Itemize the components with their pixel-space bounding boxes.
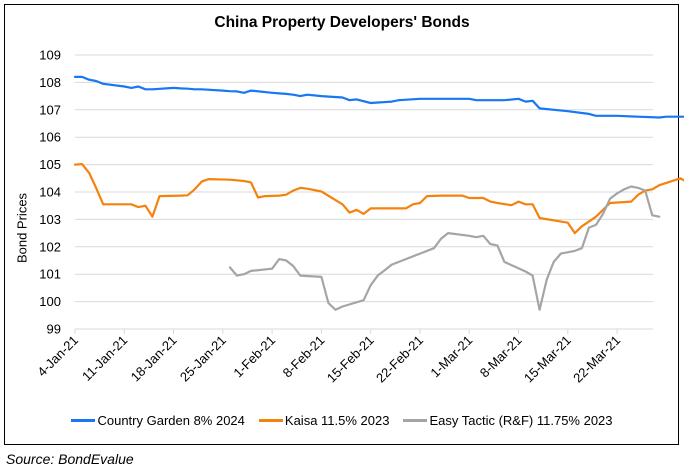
y-tick-label: 107 (39, 102, 61, 117)
legend-item-country-garden: Country Garden 8% 2024 (71, 413, 245, 428)
x-tick-label: 22-Mar-21 (570, 333, 623, 386)
y-tick-labels: 99 100 101 102 103 104 105 106 107 108 109 (39, 48, 61, 337)
x-tick-label: 18-Jan-21 (128, 333, 180, 385)
x-tick-label: 4-Jan-21 (34, 333, 81, 380)
x-tick-label: 11-Jan-21 (79, 333, 130, 384)
legend-label: Country Garden 8% 2024 (97, 413, 245, 428)
x-tick-label: 1-Feb-21 (230, 333, 278, 381)
x-tick-label: 25-Jan-21 (177, 333, 229, 385)
legend-swatch-kaisa (258, 419, 283, 422)
y-tick-label: 105 (39, 157, 61, 172)
x-tick-label: 1-Mar-21 (427, 333, 475, 381)
legend-item-kaisa: Kaisa 11.5% 2023 (258, 413, 390, 428)
chart-title: China Property Developers' Bonds (214, 14, 470, 31)
series-line-0 (73, 75, 684, 119)
chart-frame (4, 4, 679, 445)
y-tick-label: 106 (39, 130, 61, 145)
legend-item-easy-tactic: Easy Tactic (R&F) 11.75% 2023 (403, 413, 613, 428)
series-lines (73, 75, 684, 311)
x-tick-label: 15-Feb-21 (324, 333, 377, 386)
series-line-2 (228, 185, 661, 311)
y-tick-label: 103 (39, 212, 61, 227)
y-tick-label: 109 (39, 48, 61, 63)
y-tick-label: 100 (39, 294, 61, 309)
y-tick-label: 104 (39, 185, 61, 200)
source-note: Source: BondEvalue (6, 451, 134, 467)
y-tick-label: 108 (39, 75, 61, 90)
x-tick-label: 22-Feb-21 (373, 333, 426, 386)
x-tick-label: 15-Mar-21 (521, 333, 574, 386)
x-tick-label: 8-Mar-21 (477, 333, 525, 381)
series-line-1 (73, 163, 684, 235)
legend-label: Easy Tactic (R&F) 11.75% 2023 (429, 413, 613, 428)
legend-swatch-easy-tactic (403, 419, 428, 422)
legend-swatch-country-garden (71, 419, 96, 422)
x-tick-label: 8-Feb-21 (280, 333, 328, 381)
legend-label: Kaisa 11.5% 2023 (284, 413, 390, 428)
gridlines (74, 54, 653, 334)
y-tick-label: 102 (39, 239, 61, 254)
y-tick-label: 99 (47, 322, 61, 337)
y-tick-label: 101 (39, 267, 61, 282)
legend: Country Garden 8% 2024 Kaisa 11.5% 2023 … (0, 413, 684, 428)
